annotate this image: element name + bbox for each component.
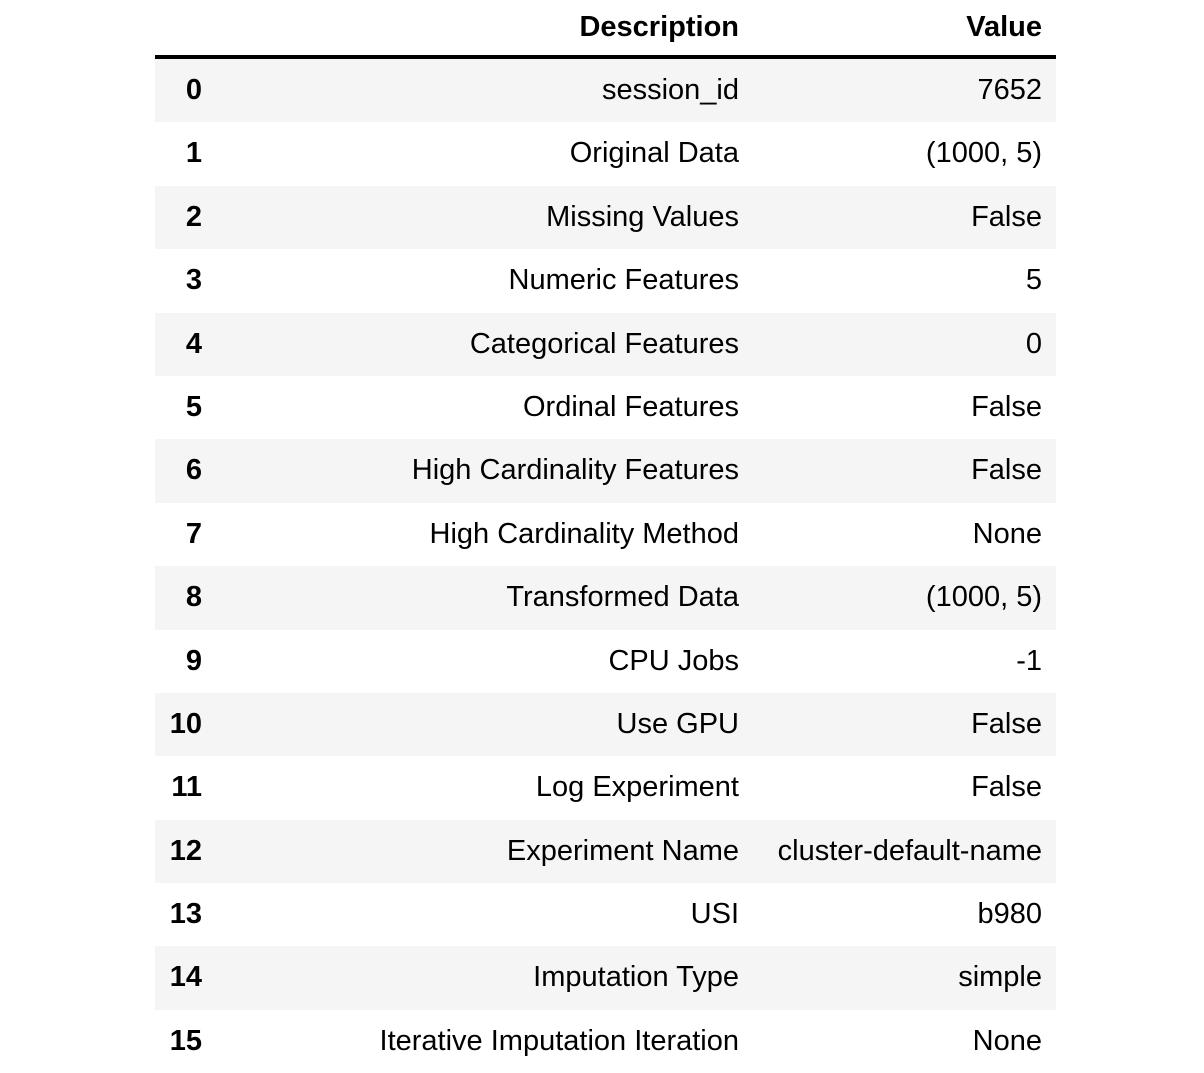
- row-index: 13: [169, 898, 202, 931]
- row-value: False: [971, 200, 1042, 233]
- row-description: Log Experiment: [535, 771, 739, 804]
- table-row: 11 Log Experiment False: [155, 756, 1056, 820]
- row-index: 8: [185, 581, 202, 614]
- row-index: 10: [169, 707, 202, 740]
- row-index: 4: [185, 327, 202, 360]
- row-description: Original Data: [569, 137, 739, 170]
- row-value: (1000, 5): [925, 581, 1042, 614]
- row-value: None: [972, 1024, 1042, 1057]
- row-index: 7: [185, 517, 202, 550]
- row-description: High Cardinality Features: [411, 454, 739, 487]
- header-row: Description Value: [155, 0, 1056, 59]
- table-row: 7 High Cardinality Method None: [155, 502, 1056, 567]
- row-value: 5: [1025, 264, 1042, 297]
- row-index: 11: [171, 771, 202, 804]
- row-index: 3: [185, 264, 202, 297]
- row-index: 14: [169, 961, 202, 994]
- row-index: 12: [169, 834, 202, 867]
- table-row: 10 Use GPU False: [155, 692, 1056, 757]
- row-index: 9: [185, 644, 202, 677]
- table-row: 15 Iterative Imputation Iteration None: [155, 1009, 1056, 1073]
- row-value: (1000, 5): [925, 137, 1042, 170]
- dataframe-table: Description Value 0 session_id 7652 1 Origin…: [155, 0, 1056, 1073]
- row-value: False: [971, 390, 1042, 423]
- row-value: b980: [977, 898, 1042, 931]
- table-row: 14 Imputation Type simple: [155, 946, 1056, 1010]
- row-index: 1: [185, 137, 202, 170]
- row-value: simple: [958, 961, 1042, 994]
- table-row: 3 Numeric Features 5: [155, 249, 1056, 313]
- table-body: 0 session_id 7652 1 Original Data (1000, 5) 2 M…: [155, 57, 1056, 1073]
- column-header-description: Description: [216, 0, 753, 59]
- row-index: 15: [169, 1024, 202, 1057]
- table-row: 13 USI b980: [155, 883, 1056, 947]
- table-row: 1 Original Data (1000, 5): [155, 122, 1056, 186]
- row-description: session_id: [601, 74, 739, 107]
- column-header-index: [155, 0, 216, 59]
- row-description: Numeric Features: [508, 264, 739, 297]
- row-value: False: [971, 771, 1042, 804]
- row-description: USI: [690, 898, 739, 931]
- row-index: 0: [185, 74, 202, 107]
- row-description: Ordinal Features: [523, 390, 739, 423]
- table-row: 12 Experiment Name cluster-default-name: [155, 819, 1056, 884]
- row-description: Imputation Type: [533, 961, 739, 994]
- row-description: Missing Values: [546, 200, 739, 233]
- row-value: None: [972, 517, 1042, 550]
- row-index: 2: [185, 200, 202, 233]
- row-value: False: [971, 454, 1042, 487]
- row-index: 5: [185, 390, 202, 423]
- table-header: Description Value: [155, 0, 1056, 59]
- row-description: CPU Jobs: [608, 644, 739, 677]
- table-row: 8 Transformed Data (1000, 5): [155, 566, 1056, 630]
- row-value: False: [971, 707, 1042, 740]
- row-description: Categorical Features: [469, 327, 739, 360]
- table-row: 2 Missing Values False: [155, 185, 1056, 250]
- table-row: 5 Ordinal Features False: [155, 375, 1056, 440]
- row-description: Transformed Data: [506, 581, 739, 614]
- table-row: 6 High Cardinality Features False: [155, 439, 1056, 503]
- table-row: 4 Categorical Features 0: [155, 312, 1056, 376]
- column-header-value: Value: [753, 0, 1056, 59]
- row-index: 6: [185, 454, 202, 487]
- row-description: Iterative Imputation Iteration: [379, 1024, 739, 1057]
- row-value: cluster-default-name: [777, 834, 1042, 867]
- row-value: 0: [1025, 327, 1042, 360]
- table-row: 0 session_id 7652: [155, 57, 1056, 123]
- row-value: -1: [1016, 644, 1042, 677]
- table-row: 9 CPU Jobs -1: [155, 629, 1056, 693]
- row-description: Experiment Name: [506, 834, 739, 867]
- row-value: 7652: [977, 74, 1042, 107]
- row-description: High Cardinality Method: [429, 517, 739, 550]
- row-description: Use GPU: [616, 707, 739, 740]
